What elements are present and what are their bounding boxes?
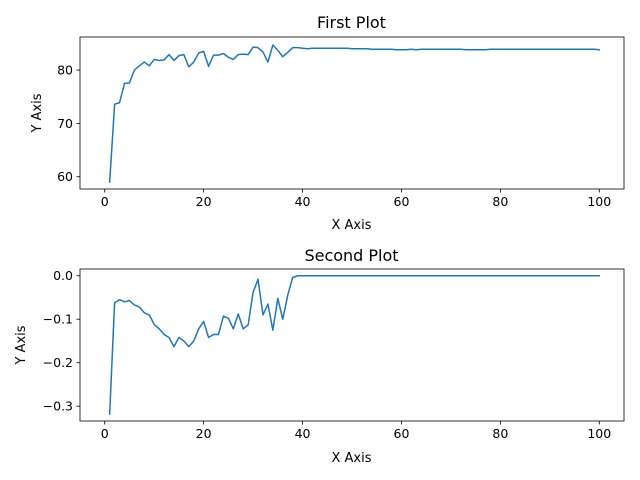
bottom-x-tick-label: 60: [394, 426, 410, 441]
subplot-bottom: Second Plot X Axis Y Axis 0 20 40 60 80 100 −0…: [14, 246, 625, 466]
top-y-tick-label: 70: [57, 116, 73, 131]
bottom-axes: 0 20 40 60 80 100 −0.3 −0.2 −0.1 0.0: [43, 268, 625, 441]
top-x-tick-label: 60: [394, 194, 410, 209]
bottom-y-tick-label: −0.2: [43, 355, 73, 370]
top-axes-frame: [79, 36, 625, 190]
top-x-tick-label: 20: [196, 194, 212, 209]
bottom-plot-title: Second Plot: [304, 246, 398, 265]
bottom-series-line-0: [108, 274, 601, 415]
top-x-tick-label: 80: [492, 194, 508, 209]
bottom-y-tick-label: −0.3: [43, 399, 73, 414]
bottom-x-axis-label: X Axis: [331, 451, 371, 466]
top-series-line-0: [108, 44, 601, 183]
top-x-axis-label: X Axis: [331, 218, 371, 233]
top-y-tick-label: 60: [57, 169, 73, 184]
top-x-tick-label: 40: [295, 194, 311, 209]
top-y-axis-label: Y Axis: [30, 93, 45, 133]
bottom-axes-frame: [79, 268, 625, 422]
bottom-x-tick-label: 80: [492, 426, 508, 441]
bottom-x-tick-label: 20: [196, 426, 212, 441]
top-plot-title: First Plot: [317, 13, 386, 32]
subplot-top: First Plot X Axis Y Axis 0 20 40 60 80 100 60 7…: [30, 13, 625, 233]
top-x-tick-label: 0: [101, 194, 109, 209]
bottom-y-tick-label: 0.0: [53, 268, 73, 283]
top-y-tick-label: 80: [57, 63, 73, 78]
top-x-tick-label: 100: [587, 194, 611, 209]
top-axes: 0 20 40 60 80 100 60 70 80: [57, 36, 625, 209]
bottom-x-tick-label: 40: [295, 426, 311, 441]
bottom-x-tick-label: 100: [587, 426, 611, 441]
bottom-x-tick-label: 0: [101, 426, 109, 441]
bottom-y-tick-label: −0.1: [43, 312, 73, 327]
bottom-y-axis-label: Y Axis: [14, 325, 29, 365]
